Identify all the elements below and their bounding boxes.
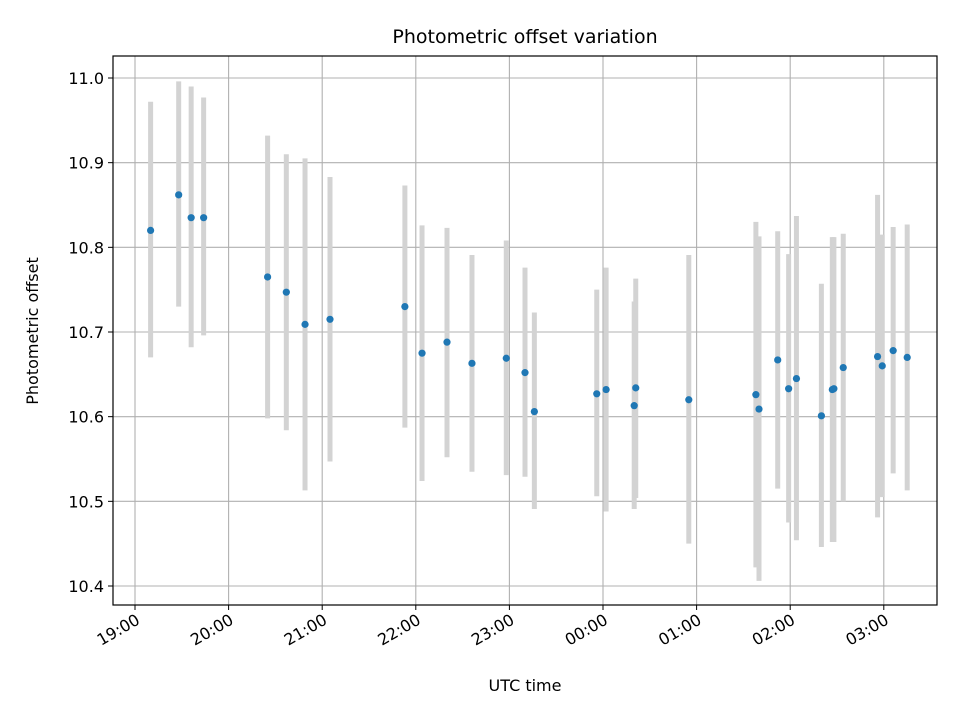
plot-frame — [112, 55, 938, 606]
data-point — [443, 338, 451, 346]
data-point — [502, 354, 510, 362]
data-point — [752, 391, 760, 399]
x-tick-label: 01:00 — [655, 610, 704, 650]
y-axis-ticks: 10.4 10.5 10.6 10.7 10.8 10.9 11.0 — [68, 69, 113, 596]
data-point — [147, 226, 155, 234]
y-tick-label: 10.6 — [68, 408, 104, 427]
data-point — [817, 412, 826, 420]
data-point — [632, 384, 640, 392]
x-tick-label: 03:00 — [842, 610, 891, 650]
y-tick-label: 10.4 — [68, 577, 104, 596]
data-point — [521, 369, 529, 377]
data-point — [401, 303, 409, 311]
data-point — [755, 405, 763, 413]
data-point — [593, 390, 601, 398]
x-tick-label: 19:00 — [94, 610, 143, 650]
data-point — [468, 359, 476, 367]
data-point — [530, 407, 538, 416]
data-point — [785, 385, 793, 393]
x-axis-ticks: 19:00 20:00 21:00 22:00 23:00 00:00 01:00 02:00… — [94, 605, 892, 650]
data-point — [418, 349, 426, 357]
x-tick-label: 23:00 — [468, 610, 517, 650]
data-point — [889, 347, 897, 355]
data-point — [630, 402, 638, 410]
data-point — [873, 352, 882, 361]
data-point — [774, 356, 782, 364]
data-point — [602, 385, 610, 394]
data-point — [200, 214, 208, 222]
x-tick-label: 02:00 — [749, 610, 798, 650]
x-tick-label: 00:00 — [562, 610, 611, 650]
data-point — [326, 315, 334, 323]
y-tick-label: 10.7 — [68, 323, 104, 342]
x-axis-label: UTC time — [489, 676, 562, 695]
data-point — [839, 363, 847, 372]
x-tick-label: 22:00 — [374, 610, 423, 650]
data-point — [792, 374, 801, 383]
x-tick-label: 20:00 — [187, 610, 236, 650]
y-tick-label: 11.0 — [68, 69, 104, 88]
data-point — [264, 273, 272, 281]
error-bars — [148, 81, 910, 581]
data-point — [282, 288, 290, 296]
data-point — [685, 396, 693, 404]
x-tick-label: 21:00 — [281, 610, 330, 650]
data-point — [830, 385, 838, 393]
y-tick-label: 10.9 — [68, 154, 104, 173]
chart-title: Photometric offset variation — [392, 26, 657, 48]
y-tick-label: 10.8 — [68, 238, 104, 257]
y-tick-label: 10.5 — [68, 492, 104, 511]
y-axis-label: Photometric offset — [23, 257, 42, 405]
data-point — [187, 214, 195, 222]
data-point — [301, 320, 309, 328]
data-points — [147, 191, 911, 420]
data-point — [903, 353, 911, 361]
data-point — [878, 362, 886, 370]
data-point — [175, 191, 183, 199]
